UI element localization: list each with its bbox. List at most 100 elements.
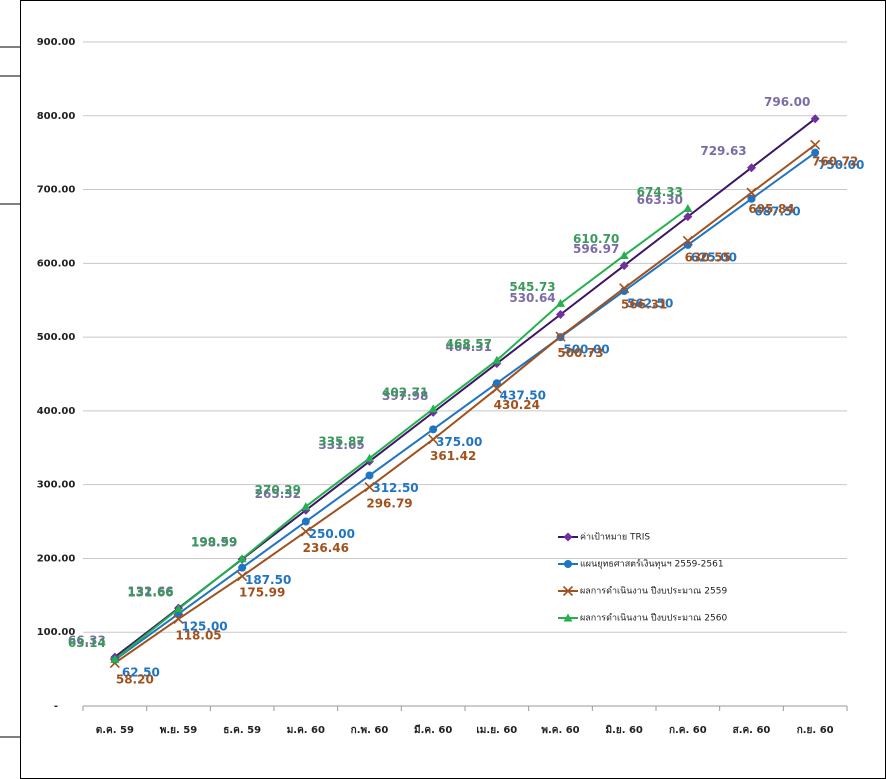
- y-tick-label: 800.00: [37, 111, 76, 122]
- data-point: [428, 434, 439, 445]
- data-point: [619, 283, 630, 294]
- value-label: 132.66: [127, 585, 173, 599]
- value-label: 175.99: [239, 586, 285, 600]
- value-label: 562.50: [627, 297, 673, 311]
- value-label: 500.00: [563, 343, 609, 357]
- value-label: 625.00: [691, 250, 737, 264]
- value-label: 596.97: [573, 242, 619, 256]
- legend-label: ผลการดำเนินงาน ปีงบประมาณ 2559: [580, 586, 727, 597]
- x-tick-label: ก.ค. 60: [669, 725, 707, 736]
- x-tick-label: เม.ย. 60: [476, 725, 517, 736]
- legend-marker: [563, 532, 573, 542]
- value-label: 187.50: [245, 573, 291, 587]
- value-label: 66.33: [68, 634, 106, 648]
- value-label: 58.20: [116, 673, 154, 687]
- legend-marker: [564, 560, 572, 568]
- value-label: 118.05: [175, 628, 221, 642]
- value-label: 331.65: [318, 438, 364, 452]
- data-point: [747, 194, 756, 203]
- value-label: 468.57: [446, 337, 492, 351]
- value-label: 402.71: [382, 385, 428, 399]
- value-label: 198.99: [191, 536, 237, 550]
- data-point: [492, 355, 502, 364]
- value-label: 62.50: [122, 665, 160, 679]
- value-label: 663.30: [637, 193, 683, 207]
- value-label: 375.00: [436, 435, 482, 449]
- y-tick-label: 200.00: [37, 553, 76, 564]
- x-tick-label: ส.ค. 60: [733, 725, 771, 736]
- series-line: [114, 207, 689, 661]
- value-label: 270.29: [255, 483, 301, 497]
- value-label: 674.33: [637, 185, 683, 199]
- data-point: [110, 654, 120, 663]
- x-tick-label: พ.ย. 59: [160, 725, 197, 736]
- data-point: [237, 554, 247, 563]
- data-point: [174, 604, 183, 613]
- data-point: [365, 471, 374, 480]
- value-label: 312.50: [372, 481, 418, 495]
- x-tick-label: ก.ย. 60: [797, 725, 834, 736]
- data-point: [238, 563, 247, 572]
- value-label: 464.31: [446, 340, 492, 354]
- value-label: 695.84: [748, 202, 794, 216]
- value-label: 250.00: [309, 527, 355, 541]
- data-point: [364, 481, 375, 493]
- value-label: 296.79: [366, 497, 412, 511]
- value-label: 63.14: [68, 636, 106, 650]
- value-label: 335.87: [318, 435, 364, 449]
- legend-label: แผนยุทธศาสตร์เงินทุนฯ 2559-2561: [580, 558, 724, 570]
- value-label: 610.70: [573, 232, 619, 246]
- value-label: 545.73: [509, 280, 555, 294]
- y-tick-label: 500.00: [37, 332, 76, 343]
- y-tick-label: 900.00: [37, 37, 76, 48]
- data-point: [682, 235, 693, 246]
- data-point: [620, 287, 629, 295]
- data-point: [746, 187, 757, 198]
- value-label: 630.55: [685, 250, 731, 264]
- data-point: [365, 453, 374, 462]
- data-point: [747, 163, 756, 173]
- data-point: [811, 148, 820, 157]
- value-label: 265.32: [255, 487, 301, 501]
- data-point: [619, 250, 629, 259]
- data-point: [683, 212, 693, 222]
- value-label: 500.73: [557, 346, 603, 360]
- y-tick-label: 700.00: [37, 185, 76, 196]
- value-label: 687.50: [754, 204, 800, 218]
- y-tick-label: 600.00: [37, 258, 76, 269]
- data-point: [683, 240, 692, 249]
- value-label: 750.00: [818, 158, 864, 172]
- y-tick-label: 100.00: [37, 627, 76, 638]
- data-point: [555, 331, 566, 342]
- legend-label: ค่าเป้าหมาย TRIS: [580, 532, 650, 543]
- data-point: [109, 657, 120, 669]
- legend-marker: [562, 585, 574, 597]
- x-tick-label: มี.ค. 60: [414, 724, 452, 736]
- data-point: [237, 571, 248, 582]
- legend-marker: [563, 613, 573, 622]
- x-tick-label: มิ.ย. 60: [605, 724, 642, 736]
- value-label: 729.63: [700, 144, 746, 158]
- value-label: 236.46: [303, 541, 349, 555]
- x-tick-label: ต.ค. 59: [96, 725, 134, 736]
- value-label: 397.98: [382, 389, 428, 403]
- y-tick-label: 400.00: [37, 406, 76, 417]
- data-point: [810, 114, 820, 124]
- data-point: [619, 261, 629, 271]
- x-tick-label: ม.ค. 60: [287, 725, 325, 736]
- value-label: 796.00: [764, 95, 810, 109]
- value-label: 361.42: [430, 449, 476, 463]
- y-tick-label: -: [54, 701, 58, 712]
- data-point: [429, 425, 438, 434]
- data-point: [173, 613, 184, 624]
- value-label: 437.50: [500, 389, 546, 403]
- series-line: [114, 151, 816, 661]
- legend-label: ผลการดำเนินงาน ปีงบประมาณ 2560: [580, 613, 727, 624]
- data-point: [683, 203, 693, 212]
- data-point: [810, 139, 821, 150]
- series-line: [114, 143, 816, 664]
- x-tick-label: พ.ค. 60: [541, 725, 579, 736]
- value-label: 530.64: [509, 291, 555, 305]
